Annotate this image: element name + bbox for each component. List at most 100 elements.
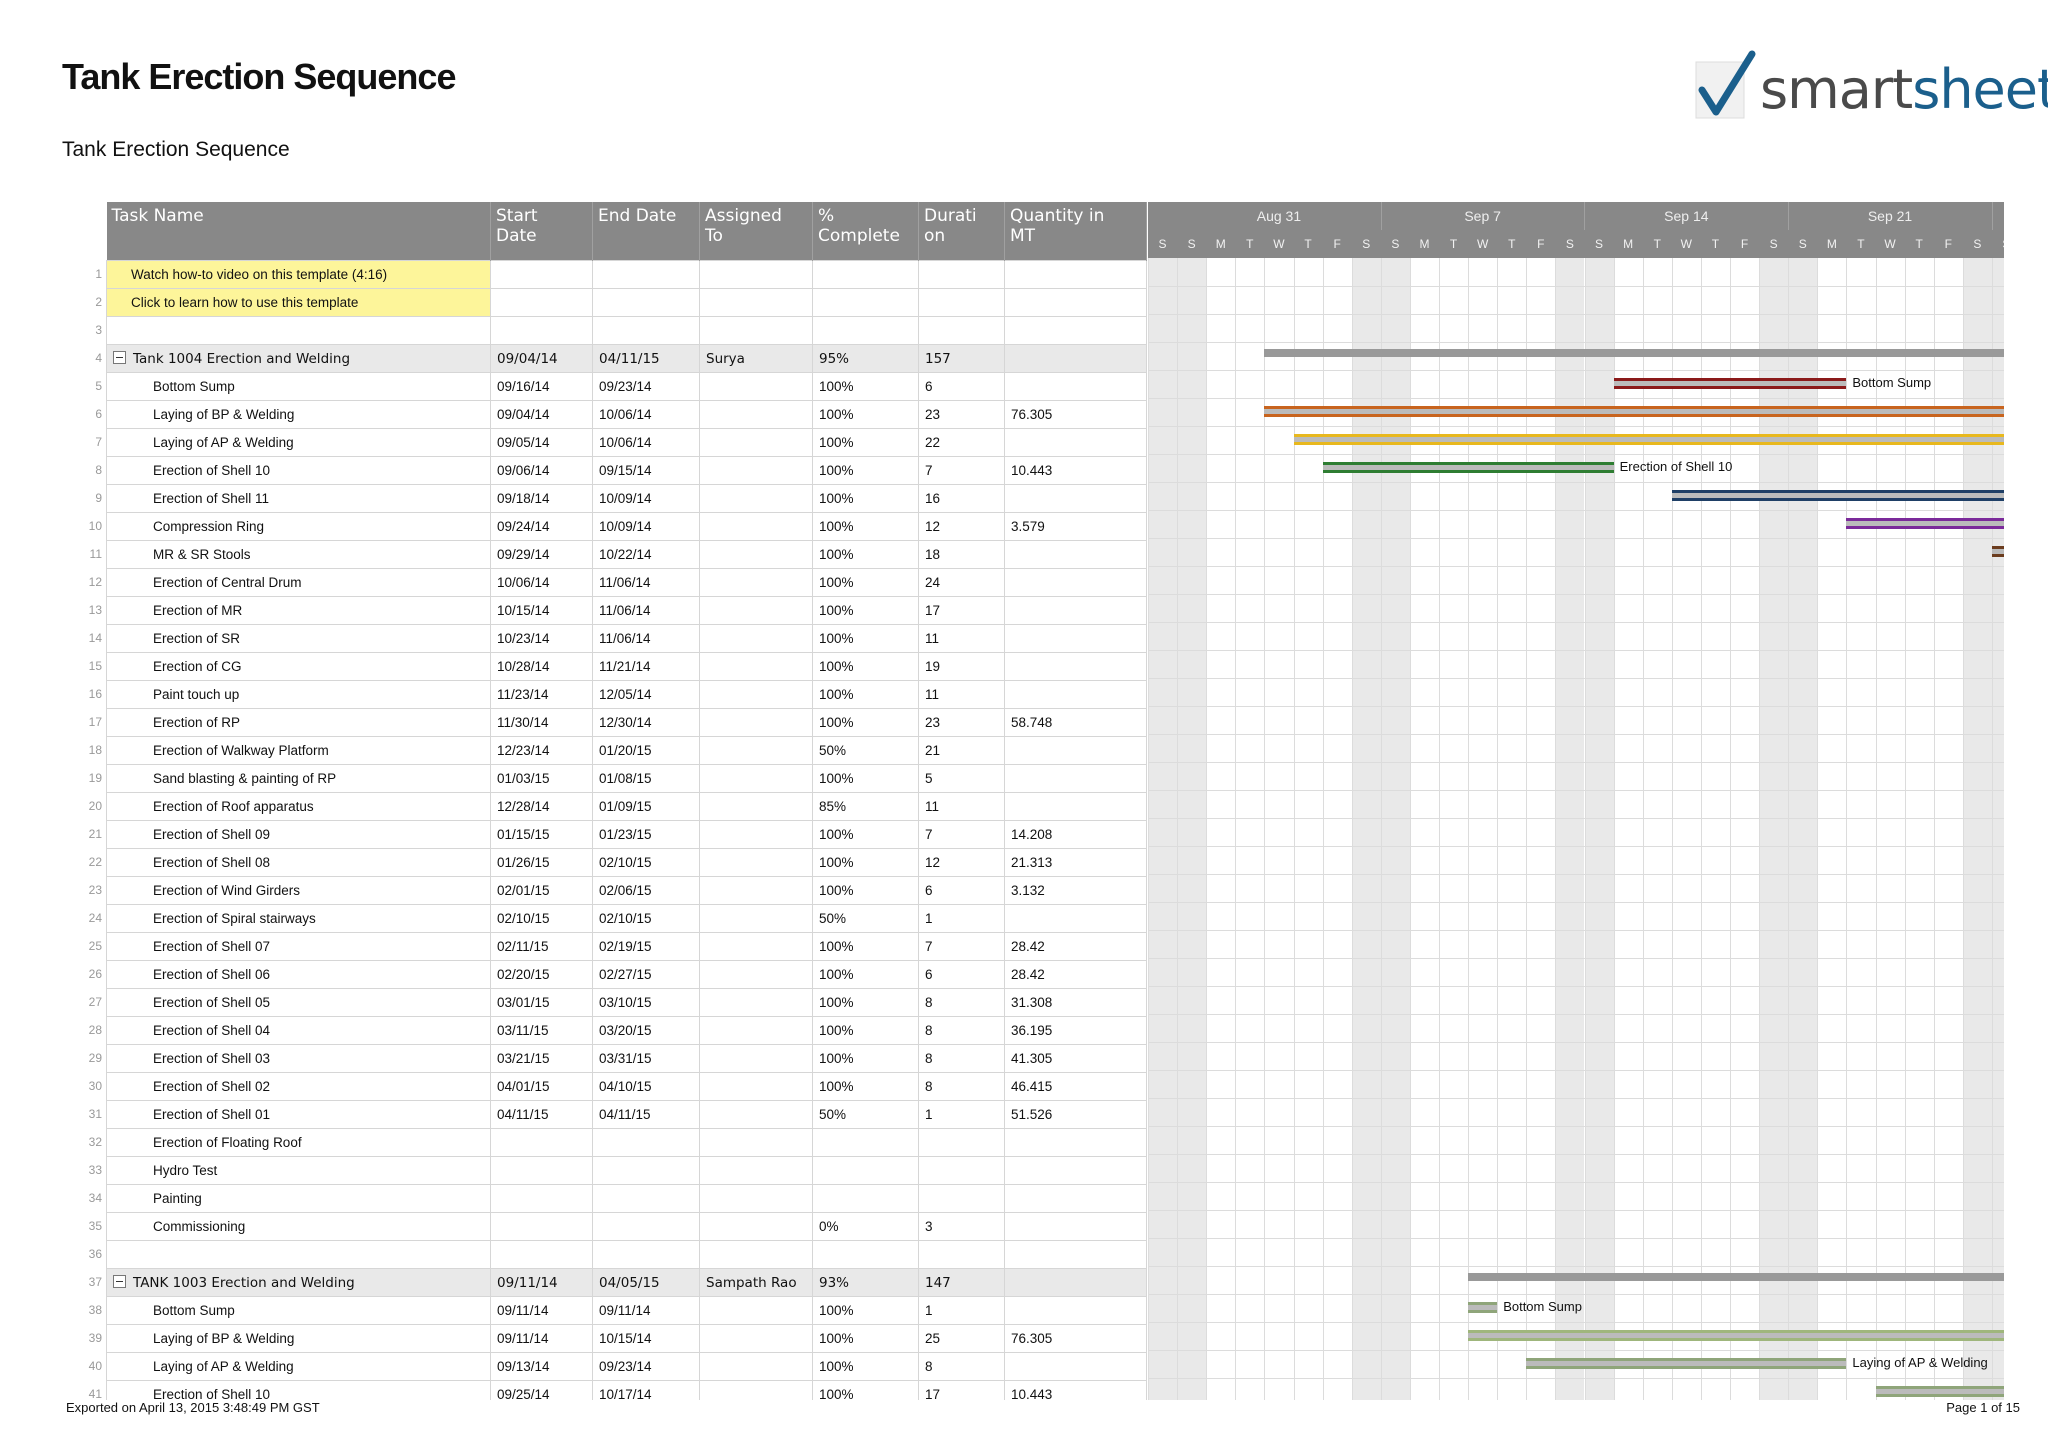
- dur-cell[interactable]: 157: [918, 344, 1005, 373]
- gantt-task-bar[interactable]: [1322, 462, 1614, 473]
- table-row[interactable]: Compression Ring 09/24/14 10/09/14 100% 12 3.…: [106, 512, 1147, 541]
- task-name-cell[interactable]: Painting: [106, 1184, 491, 1213]
- table-row[interactable]: Erection of SR 10/23/14 11/06/14 100% 11: [106, 624, 1147, 653]
- qty-cell[interactable]: 51.526: [1004, 1100, 1147, 1129]
- qty-cell[interactable]: 76.305: [1004, 400, 1147, 429]
- start-cell[interactable]: 11/23/14: [490, 680, 593, 709]
- dur-cell[interactable]: 6: [918, 876, 1005, 905]
- dur-cell[interactable]: [918, 288, 1005, 317]
- task-name-cell[interactable]: Laying of BP & Welding: [106, 400, 491, 429]
- start-cell[interactable]: 12/23/14: [490, 736, 593, 765]
- start-cell[interactable]: 09/16/14: [490, 372, 593, 401]
- assigned-cell[interactable]: [699, 1240, 813, 1269]
- gantt-task-bar[interactable]: [1613, 378, 1847, 389]
- assigned-cell[interactable]: [699, 652, 813, 681]
- table-row[interactable]: Commissioning 0% 3: [106, 1212, 1147, 1241]
- dur-cell[interactable]: [918, 1184, 1005, 1213]
- dur-cell[interactable]: 5: [918, 764, 1005, 793]
- table-row[interactable]: Erection of Shell 08 01/26/15 02/10/15 100%…: [106, 848, 1147, 877]
- qty-cell[interactable]: [1004, 1240, 1147, 1269]
- task-name-cell[interactable]: Erection of MR: [106, 596, 491, 625]
- table-row[interactable]: Erection of Shell 04 03/11/15 03/20/15 100%…: [106, 1016, 1147, 1045]
- end-cell[interactable]: 10/09/14: [592, 512, 700, 541]
- assigned-cell[interactable]: [699, 512, 813, 541]
- pct-cell[interactable]: 95%: [812, 344, 919, 373]
- task-name-cell[interactable]: Click to learn how to use this template: [106, 288, 491, 317]
- end-cell[interactable]: 01/08/15: [592, 764, 700, 793]
- pct-cell[interactable]: [812, 316, 919, 345]
- assigned-cell[interactable]: [699, 708, 813, 737]
- qty-cell[interactable]: 28.42: [1004, 932, 1147, 961]
- assigned-cell[interactable]: [699, 1212, 813, 1241]
- assigned-cell[interactable]: [699, 736, 813, 765]
- qty-cell[interactable]: [1004, 288, 1147, 317]
- assigned-cell[interactable]: [699, 1324, 813, 1353]
- start-cell[interactable]: 11/30/14: [490, 708, 593, 737]
- dur-cell[interactable]: 6: [918, 372, 1005, 401]
- start-cell[interactable]: 10/28/14: [490, 652, 593, 681]
- start-cell[interactable]: 09/24/14: [490, 512, 593, 541]
- qty-cell[interactable]: 28.42: [1004, 960, 1147, 989]
- assigned-cell[interactable]: [699, 1016, 813, 1045]
- table-row[interactable]: Erection of RP 11/30/14 12/30/14 100% 23 58.7…: [106, 708, 1147, 737]
- gantt-task-bar[interactable]: [1991, 546, 2004, 557]
- start-cell[interactable]: 02/11/15: [490, 932, 593, 961]
- task-name-cell[interactable]: Tank 1004 Erection and Welding: [106, 344, 491, 373]
- assigned-cell[interactable]: [699, 1380, 813, 1400]
- end-cell[interactable]: 02/06/15: [592, 876, 700, 905]
- qty-cell[interactable]: [1004, 1212, 1147, 1241]
- assigned-cell[interactable]: [699, 1156, 813, 1185]
- start-cell[interactable]: 01/03/15: [490, 764, 593, 793]
- assigned-cell[interactable]: [699, 1184, 813, 1213]
- start-cell[interactable]: 01/15/15: [490, 820, 593, 849]
- assigned-cell[interactable]: [699, 1100, 813, 1129]
- gantt-task-bar[interactable]: [1875, 1386, 2004, 1397]
- task-name-cell[interactable]: Erection of Wind Girders: [106, 876, 491, 905]
- dur-cell[interactable]: 12: [918, 512, 1005, 541]
- pct-cell[interactable]: [812, 1128, 919, 1157]
- assigned-cell[interactable]: [699, 540, 813, 569]
- dur-cell[interactable]: 1: [918, 1296, 1005, 1325]
- end-cell[interactable]: [592, 1156, 700, 1185]
- task-name-cell[interactable]: Bottom Sump: [106, 372, 491, 401]
- pct-cell[interactable]: 100%: [812, 484, 919, 513]
- table-row[interactable]: Bottom Sump 09/11/14 09/11/14 100% 1: [106, 1296, 1147, 1325]
- task-name-cell[interactable]: [106, 316, 491, 345]
- start-cell[interactable]: [490, 1128, 593, 1157]
- qty-cell[interactable]: [1004, 540, 1147, 569]
- dur-cell[interactable]: 1: [918, 1100, 1005, 1129]
- table-row[interactable]: [106, 316, 1147, 345]
- task-name-cell[interactable]: Erection of Shell 10: [106, 1380, 491, 1400]
- pct-cell[interactable]: [812, 288, 919, 317]
- dur-cell[interactable]: 3: [918, 1212, 1005, 1241]
- qty-cell[interactable]: [1004, 344, 1147, 373]
- qty-cell[interactable]: [1004, 1184, 1147, 1213]
- assigned-cell[interactable]: [699, 456, 813, 485]
- pct-cell[interactable]: 100%: [812, 512, 919, 541]
- end-cell[interactable]: 09/23/14: [592, 372, 700, 401]
- task-name-cell[interactable]: Compression Ring: [106, 512, 491, 541]
- end-cell[interactable]: 02/19/15: [592, 932, 700, 961]
- qty-cell[interactable]: [1004, 1352, 1147, 1381]
- dur-cell[interactable]: 8: [918, 1044, 1005, 1073]
- start-cell[interactable]: [490, 288, 593, 317]
- start-cell[interactable]: [490, 1156, 593, 1185]
- end-cell[interactable]: 01/09/15: [592, 792, 700, 821]
- dur-cell[interactable]: 18: [918, 540, 1005, 569]
- table-row[interactable]: Painting: [106, 1184, 1147, 1213]
- qty-cell[interactable]: [1004, 596, 1147, 625]
- start-cell[interactable]: 12/28/14: [490, 792, 593, 821]
- gantt-summary-bar[interactable]: [1264, 349, 2004, 357]
- qty-cell[interactable]: [1004, 260, 1147, 289]
- task-name-cell[interactable]: MR & SR Stools: [106, 540, 491, 569]
- dur-cell[interactable]: 19: [918, 652, 1005, 681]
- pct-cell[interactable]: 100%: [812, 456, 919, 485]
- pct-cell[interactable]: 100%: [812, 1016, 919, 1045]
- pct-cell[interactable]: 100%: [812, 372, 919, 401]
- start-cell[interactable]: 01/26/15: [490, 848, 593, 877]
- start-cell[interactable]: 09/11/14: [490, 1296, 593, 1325]
- pct-cell[interactable]: 50%: [812, 904, 919, 933]
- dur-cell[interactable]: 21: [918, 736, 1005, 765]
- qty-cell[interactable]: [1004, 792, 1147, 821]
- start-cell[interactable]: 03/11/15: [490, 1016, 593, 1045]
